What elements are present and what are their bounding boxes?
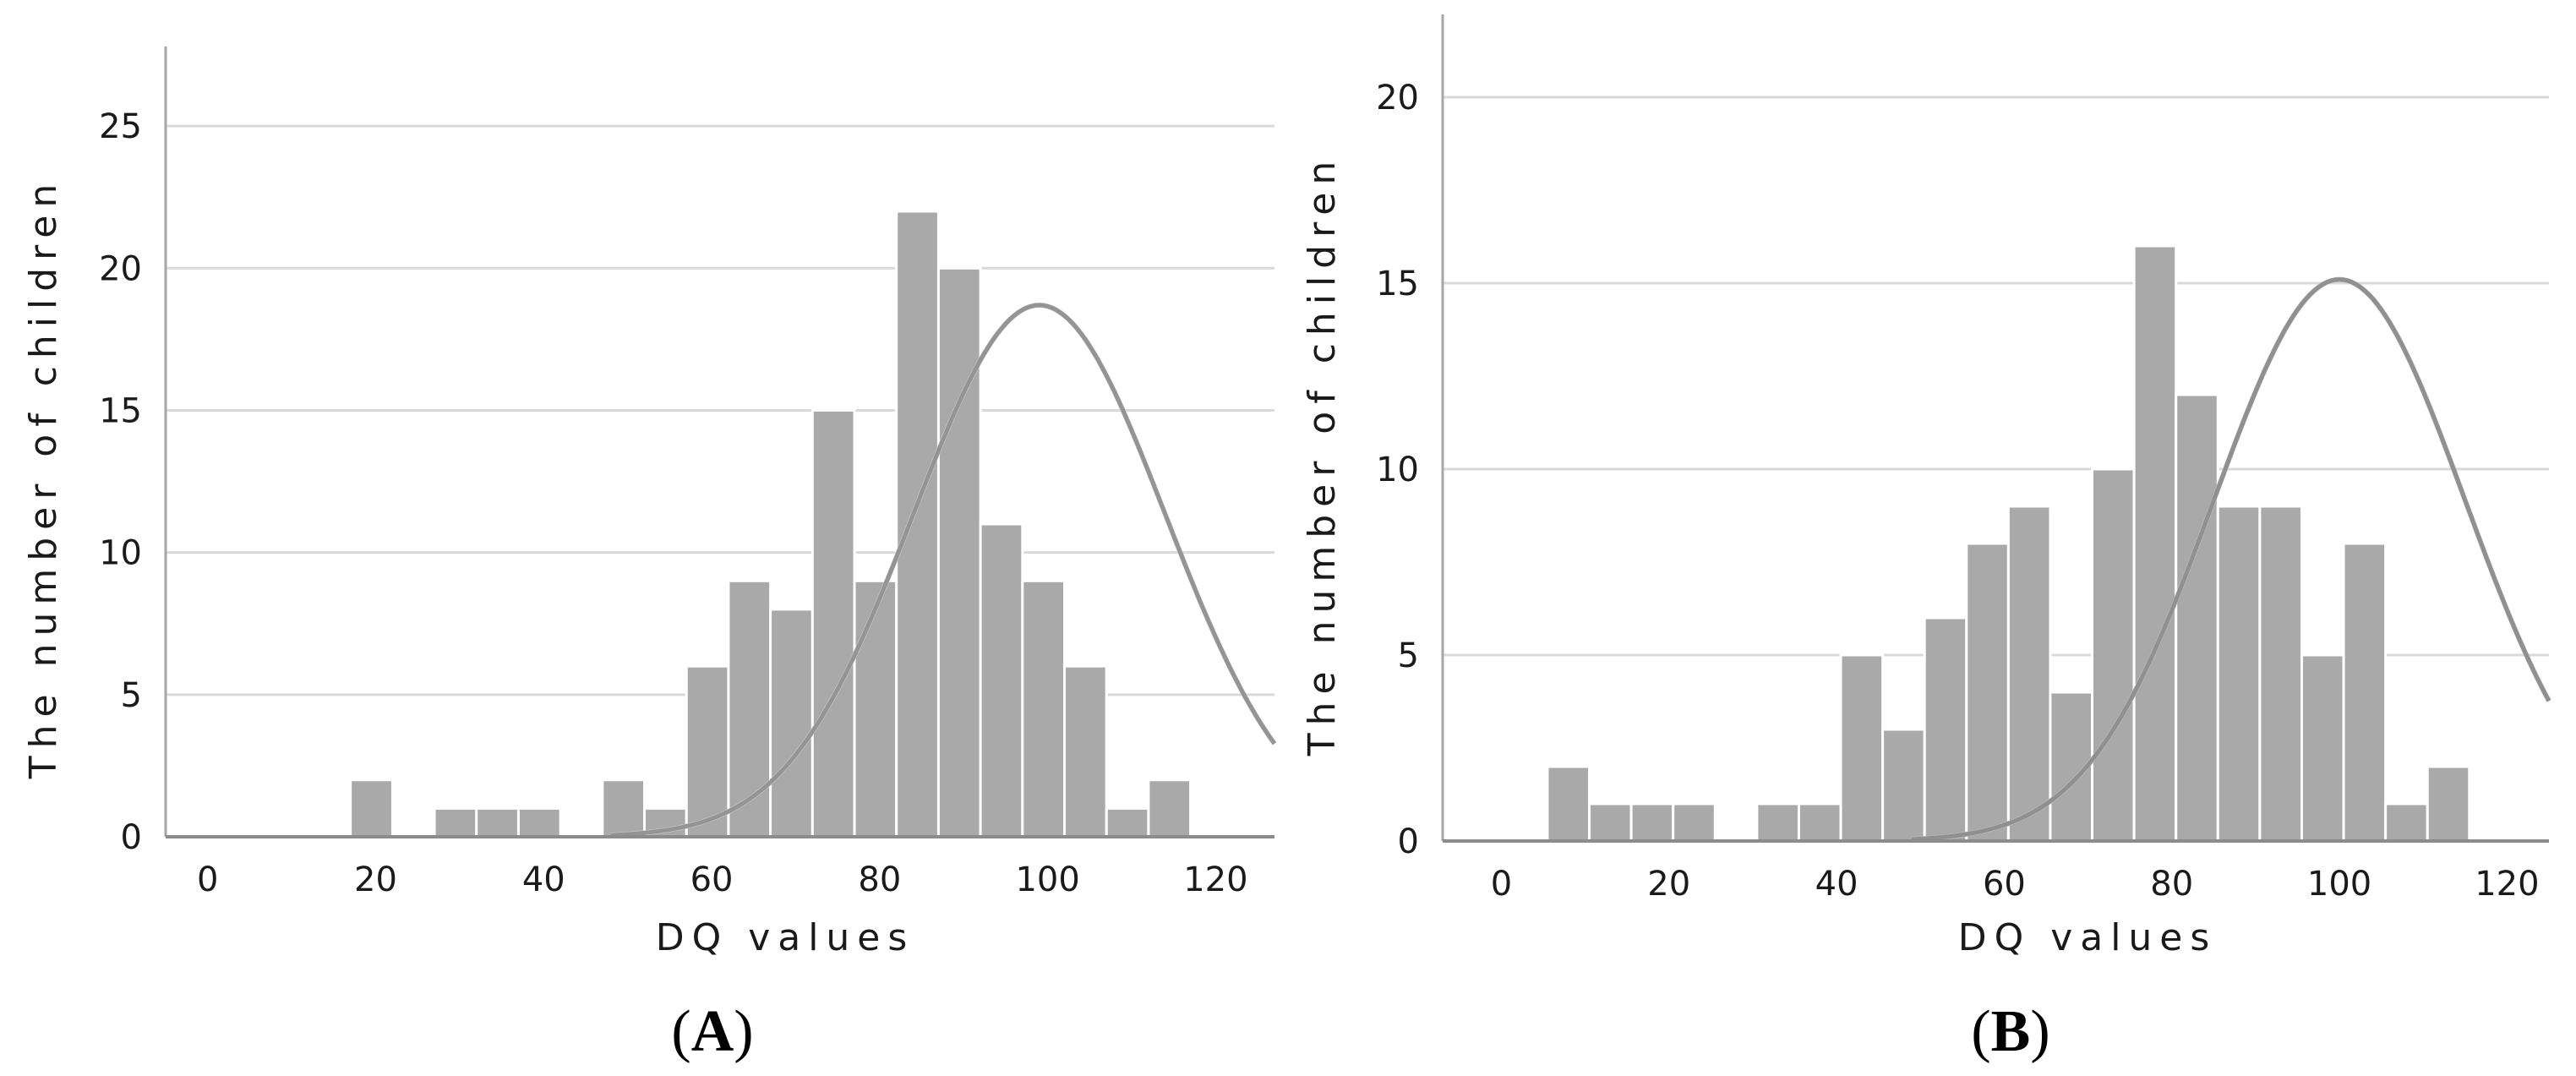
panel-label-open-paren: ( xyxy=(671,999,690,1064)
panel-letter: A xyxy=(691,999,734,1064)
histogram-bar xyxy=(810,408,856,838)
y-tick-label: 10 xyxy=(99,534,142,573)
y-tick-label: 20 xyxy=(99,249,142,288)
x-axis-title: DQ values xyxy=(656,916,915,959)
axes xyxy=(164,46,1274,838)
panel-label-close-paren: ) xyxy=(734,999,753,1064)
histogram-bar xyxy=(2091,467,2136,843)
histogram-bar xyxy=(1965,542,2010,843)
y-tick-label: 20 xyxy=(1376,79,1419,117)
histogram-bar xyxy=(853,579,898,838)
x-tick-label: 20 xyxy=(1647,865,1690,904)
y-tick-label: 5 xyxy=(1398,636,1419,675)
x-tick-label: 80 xyxy=(2150,865,2193,904)
x-tick-label: 100 xyxy=(1015,860,1079,899)
y-tick-label: 15 xyxy=(1376,265,1419,303)
x-tick-label: 100 xyxy=(2307,865,2371,904)
normal-curve-overlay xyxy=(610,303,1277,838)
normal-curve-overlay xyxy=(1912,277,2551,842)
panel-letter: B xyxy=(1991,999,2031,1064)
chart-panel-b: 0 5 10 15 20 0 20 40 60 80 100 120 DQ values The nu… xyxy=(1301,14,2551,1064)
gridlines xyxy=(166,124,1274,696)
histogram-bar xyxy=(2342,542,2388,843)
panel-label-open-paren: ( xyxy=(1971,999,1990,1064)
y-tick-label: 0 xyxy=(1398,822,1419,861)
histogram-bar xyxy=(516,806,562,838)
y-tick-label: 5 xyxy=(121,676,142,715)
histogram-bar xyxy=(1105,806,1150,838)
chart-panel-a: 0 5 10 15 20 25 0 20 40 60 80 100 120 DQ values The … xyxy=(22,46,1277,1064)
histogram-bar xyxy=(2006,505,2052,843)
y-axis-title: The number of children xyxy=(1301,154,1344,756)
y-tick-label: 10 xyxy=(1376,451,1419,489)
panel-label-b: (B) xyxy=(1971,999,2049,1064)
histogram-bar xyxy=(1881,728,1926,843)
x-tick-label: 120 xyxy=(2475,865,2539,904)
histogram-bars xyxy=(1546,244,2471,843)
histogram-bar xyxy=(2384,802,2429,843)
y-tick-label: 15 xyxy=(99,391,142,430)
axes xyxy=(1441,14,2549,843)
histogram-bar xyxy=(1021,579,1067,838)
histogram-bar xyxy=(895,210,940,838)
histogram-bar xyxy=(2300,653,2345,843)
x-tick-label: 80 xyxy=(858,860,901,899)
x-axis-title: DQ values xyxy=(1958,916,2218,959)
x-tick-label: 60 xyxy=(1983,865,2026,904)
histogram-bar xyxy=(769,608,814,838)
histogram-bar xyxy=(1923,616,1968,843)
histogram-bar xyxy=(1588,802,1633,843)
histogram-bar xyxy=(1063,664,1108,838)
x-tick-label: 60 xyxy=(690,860,734,899)
histogram-bar xyxy=(1546,765,1591,843)
tick-labels: 0 5 10 15 20 25 0 20 40 60 80 100 120 xyxy=(99,107,1248,899)
y-tick-label: 0 xyxy=(121,818,142,857)
histogram-bar xyxy=(1755,802,1800,843)
histogram-bar xyxy=(1147,778,1192,838)
y-axis-title: The number of children xyxy=(22,177,65,779)
histogram-bar xyxy=(1672,802,1716,843)
normal-curve xyxy=(1912,276,2551,842)
x-tick-label: 40 xyxy=(1815,865,1858,904)
histogram-bar xyxy=(979,522,1024,838)
histogram-bar xyxy=(2132,244,2178,843)
histogram-bar xyxy=(1839,653,1885,843)
tick-labels: 0 5 10 15 20 0 20 40 60 80 100 120 xyxy=(1376,79,2540,904)
histogram-bar xyxy=(1629,802,1675,843)
histogram-bar xyxy=(349,778,394,838)
panel-label-close-paren: ) xyxy=(2030,999,2049,1064)
panel-label-a: (A) xyxy=(671,999,753,1064)
normal-curve xyxy=(610,303,1277,838)
x-tick-label: 0 xyxy=(1491,865,1512,904)
histogram-bar xyxy=(433,806,478,838)
histogram-bar xyxy=(601,778,647,838)
x-tick-label: 40 xyxy=(522,860,565,899)
histogram-bar xyxy=(2216,505,2262,843)
x-tick-label: 0 xyxy=(197,860,218,899)
histogram-bars xyxy=(349,210,1192,838)
x-tick-label: 120 xyxy=(1183,860,1247,899)
histogram-bar xyxy=(936,266,982,838)
histogram-bar xyxy=(2258,505,2303,843)
y-tick-label: 25 xyxy=(99,107,142,146)
histogram-bar xyxy=(1797,802,1842,843)
histogram-bar xyxy=(475,806,520,838)
histogram-bar xyxy=(685,664,730,838)
x-tick-label: 20 xyxy=(354,860,397,899)
histogram-bar xyxy=(2426,765,2471,843)
histogram-bar xyxy=(2175,393,2219,843)
